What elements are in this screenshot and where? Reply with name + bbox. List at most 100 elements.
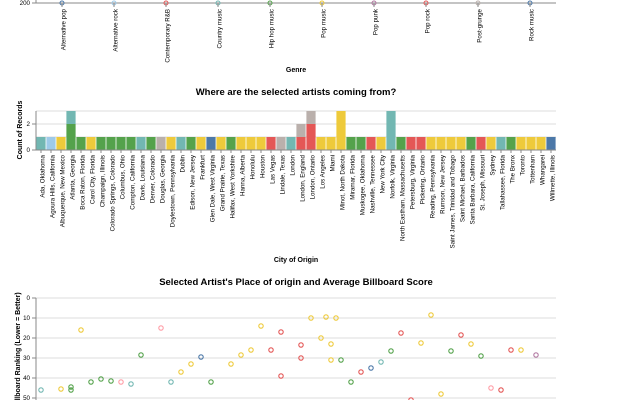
scatter-point [378, 359, 384, 365]
city-bar-segment [456, 137, 466, 150]
city-x-tick-label: Rumson, New Jersey [440, 154, 447, 214]
city-bar-segment [136, 137, 146, 150]
city-bar-segment [506, 137, 516, 150]
city-x-tick-label: Ada, Oklahoma [40, 154, 47, 197]
city-bar-segment [256, 137, 266, 150]
city-x-tick-label: Columbus, Ohio [120, 154, 127, 199]
city-x-tick-label: Reading, Pennsylvania [430, 154, 437, 218]
city-bar-segment [516, 137, 526, 150]
city-bar-segment [476, 137, 486, 150]
city-bar-segment [306, 124, 316, 137]
city-x-tick-label: Norfolk, Virginia [390, 154, 397, 198]
scatter-point [308, 315, 314, 321]
scatter-point [533, 352, 539, 358]
city-x-tick-label: Saint Michael, Barbados [460, 155, 467, 222]
city-x-tick-label: Albuquerque, New Mexico [60, 154, 67, 227]
scatter-chart-title: Selected Artist's Place of origin and Av… [159, 277, 433, 288]
city-x-tick-label: Dublin [180, 154, 187, 172]
city-x-tick-label: Davis, Louisiana [140, 154, 147, 200]
scatter-point [318, 335, 324, 341]
city-x-tick-label: Hanna, Alberta [240, 154, 247, 195]
city-bar-segment [206, 137, 216, 150]
scatter-point [88, 379, 94, 385]
scatter-point [198, 354, 204, 360]
city-bar-segment [286, 137, 296, 150]
scatter-point [508, 347, 514, 353]
city-x-tick-label: London [290, 154, 297, 175]
city-x-tick-label: Santa Barbara, California [470, 154, 477, 224]
city-bar-segment [86, 137, 96, 150]
genre-x-tick-label: Alternative pop [61, 8, 68, 50]
city-x-tick-label: Denver, Colorado [150, 154, 157, 203]
city-x-tick-label: Frankfurt [200, 155, 207, 180]
city-chart-title: Where are the selected artists coming fr… [196, 87, 397, 98]
genre-x-tick-label: Country music [217, 9, 224, 49]
city-bar-segment [76, 137, 86, 150]
city-x-tick-label: Willmette, Illinois [550, 155, 557, 201]
scatter-point [328, 341, 334, 347]
scatter-y-tick-label: 0 [27, 295, 31, 302]
scatter-y-axis-title: Billboard Ranking (Lower = Better) [15, 292, 22, 400]
scatter-point [478, 353, 484, 359]
scatter-y-tick-label: 10 [23, 315, 30, 322]
city-x-tick-label: Miramar, Florida [350, 154, 357, 199]
city-x-tick-label: Houston [260, 154, 267, 178]
city-x-tick-label: Pickering, Ontario [420, 154, 427, 204]
city-x-tick-label: Lindale, Texas [280, 155, 287, 194]
scatter-point [68, 387, 74, 393]
scatter-point [278, 373, 284, 379]
city-bar-segment [66, 111, 76, 124]
genre-x-tick-label: Contemporary R&B [165, 9, 172, 63]
scatter-point [323, 314, 329, 320]
city-bar-segment [106, 137, 116, 150]
city-x-tick-label: North Eastham, Massachusetts [400, 155, 407, 241]
city-x-tick-label: Los Angeles [320, 155, 327, 189]
scatter-point [108, 378, 114, 384]
scatter-point [518, 347, 524, 353]
scatter-point [368, 365, 374, 371]
genre-x-tick-label: Pop punk [373, 8, 380, 35]
city-x-tick-label: London, England [300, 154, 307, 201]
scatter-point [178, 369, 184, 375]
city-x-axis-title: City of Origin [274, 257, 318, 264]
city-bar-segment [236, 137, 246, 150]
city-bar-segment [306, 137, 316, 150]
scatter-point [58, 386, 64, 392]
city-x-tick-label: Grand Prairie, Texas [220, 155, 227, 211]
city-bar-segment [96, 137, 106, 150]
scatter-point [138, 352, 144, 358]
scatter-point [333, 315, 339, 321]
scatter-point [338, 357, 344, 363]
genre-x-tick-label: Alternative rock [113, 8, 120, 52]
city-bar-segment [376, 137, 386, 150]
city-y-tick-label: 0 [27, 147, 31, 154]
city-x-tick-label: Miami [330, 155, 337, 172]
scatter-point [98, 376, 104, 382]
city-bar-segment [436, 137, 446, 150]
city-x-tick-label: Sydney [490, 154, 497, 176]
city-bar-segment [526, 137, 536, 150]
city-x-tick-label: London, Ontario [310, 154, 317, 199]
scatter-point [328, 357, 334, 363]
scatter-point [358, 369, 364, 375]
city-x-tick-label: Glen Dale, West Virginia [210, 154, 217, 222]
city-bar-segment [446, 137, 456, 150]
scatter-point [438, 391, 444, 397]
genre-x-tick-label: Hip hop music [269, 9, 276, 48]
city-bar-segment [386, 111, 396, 150]
city-y-axis-title: Count of Records [17, 101, 24, 160]
city-bar-segment [266, 137, 276, 150]
scatter-point [158, 325, 164, 331]
city-x-tick-label: Colorado Springs, Colorado [110, 154, 117, 231]
genre-x-tick-label: Pop rock [425, 8, 432, 33]
scatter-y-tick-label: 30 [23, 355, 30, 362]
scatter-point [498, 387, 504, 393]
city-bar-segment [366, 137, 376, 150]
city-bar-segment [426, 137, 436, 150]
scatter-point [388, 348, 394, 354]
city-bar-segment [56, 137, 66, 150]
city-x-tick-label: The Bronx [510, 154, 517, 183]
city-bar-segment [316, 137, 326, 150]
city-bar-segment [116, 137, 126, 150]
